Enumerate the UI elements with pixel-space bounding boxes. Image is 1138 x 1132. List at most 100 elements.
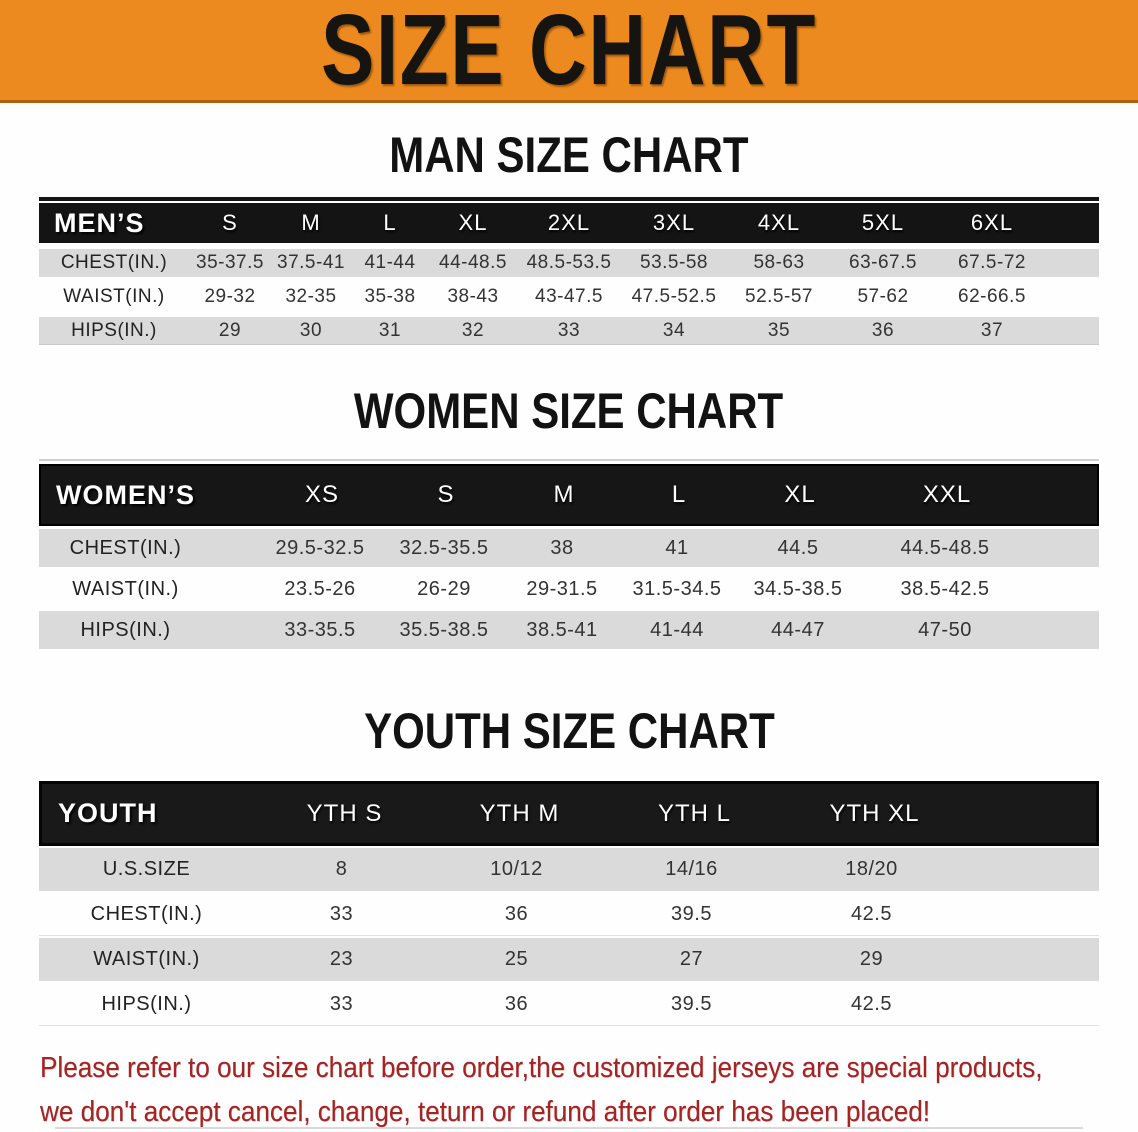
cell: 41 — [665, 536, 689, 559]
bottom-edge-line — [55, 1127, 1083, 1129]
size-col: 6XL — [970, 210, 1014, 235]
cell: 38.5-41 — [526, 618, 598, 641]
cell: 31.5-34.5 — [632, 577, 722, 600]
cell: 44.5 — [777, 536, 819, 559]
cell: 42.5 — [851, 992, 892, 1015]
cell: 23.5-26 — [284, 577, 356, 600]
youth-table-header: YOUTH YTH S YTH M YTH L YTH XL — [39, 781, 1099, 846]
row-label: CHEST(IN.) — [69, 536, 182, 559]
table-row: WAIST(IN.) 29-32 32-35 35-38 38-43 43-47… — [39, 283, 1099, 311]
cell: 62-66.5 — [958, 286, 1026, 307]
disclaimer: Please refer to our size chart before or… — [40, 1046, 1138, 1132]
cell: 35-37.5 — [196, 252, 264, 273]
cell: 29.5-32.5 — [275, 536, 365, 559]
cell: 37 — [980, 319, 1004, 341]
size-col: YTH S — [306, 799, 383, 827]
banner: SIZE CHART — [0, 0, 1138, 103]
row-label: U.S.SIZE — [102, 858, 191, 880]
size-col: 2XL — [547, 210, 591, 235]
women-size-table: WOMEN’S XS S M L XL XXL CHEST(IN.) 29.5-… — [39, 459, 1099, 649]
men-heading-text: MAN SIZE CHART — [389, 127, 749, 183]
cell: 8 — [335, 858, 348, 880]
cell: 32-35 — [285, 286, 337, 307]
table-row: HIPS(IN.) 33-35.5 35.5-38.5 38.5-41 41-4… — [39, 611, 1099, 649]
size-col: YTH L — [657, 799, 731, 827]
cell: 30 — [299, 319, 323, 341]
cell: 39.5 — [671, 902, 712, 925]
cell: 35-38 — [364, 286, 416, 307]
size-col: XL — [784, 481, 816, 508]
row-label: WAIST(IN.) — [93, 948, 200, 970]
men-header-label: MEN’S — [54, 207, 145, 238]
cell: 35 — [767, 319, 791, 341]
cell: 36 — [504, 992, 529, 1015]
cell: 31 — [378, 319, 402, 341]
cell: 34.5-38.5 — [753, 577, 843, 600]
youth-header-label: YOUTH — [58, 798, 158, 828]
cell: 43-47.5 — [535, 286, 603, 307]
size-col: XL — [458, 210, 488, 235]
table-row: WAIST(IN.) 23.5-26 26-29 29-31.5 31.5-34… — [39, 570, 1099, 608]
cell: 38 — [550, 536, 574, 559]
size-col: 4XL — [757, 210, 801, 235]
cell: 33-35.5 — [284, 618, 356, 641]
cell: 25 — [504, 948, 529, 970]
size-col: XS — [304, 481, 339, 508]
cell: 37.5-41 — [277, 252, 345, 273]
table-row: CHEST(IN.) 33 36 39.5 42.5 — [39, 893, 1099, 936]
cell: 41-44 — [364, 252, 416, 273]
cell: 34 — [662, 319, 686, 341]
table-row: CHEST(IN.) 35-37.5 37.5-41 41-44 44-48.5… — [39, 249, 1099, 277]
youth-table-frame: YOUTH YTH S YTH M YTH L YTH XL — [39, 781, 1099, 846]
cell: 48.5-53.5 — [526, 252, 612, 273]
women-header-label: WOMEN’S — [56, 479, 195, 510]
size-col: 5XL — [861, 210, 905, 235]
youth-heading-text: YOUTH SIZE CHART — [363, 703, 775, 759]
row-label: HIPS(IN.) — [71, 319, 157, 341]
size-col: S — [222, 210, 238, 235]
men-table-header: MEN’S S M L XL 2XL 3XL 4XL 5XL 6XL — [39, 203, 1099, 243]
men-size-table: MEN’S S M L XL 2XL 3XL 4XL 5XL 6XL CHEST… — [39, 197, 1099, 345]
women-heading-text: WOMEN SIZE CHART — [354, 383, 784, 439]
cell: 27 — [679, 948, 704, 970]
table-row: WAIST(IN.) 23 25 27 29 — [39, 938, 1099, 981]
cell: 41-44 — [650, 618, 704, 641]
size-col: M — [301, 210, 321, 235]
women-section-heading: WOMEN SIZE CHART — [0, 385, 1138, 437]
cell: 52.5-57 — [745, 286, 813, 307]
cell: 58-63 — [753, 252, 805, 273]
cell: 44-48.5 — [439, 252, 507, 273]
cell: 44-47 — [771, 618, 825, 641]
cell: 42.5 — [851, 902, 892, 925]
cell: 67.5-72 — [958, 252, 1026, 273]
row-label: HIPS(IN.) — [80, 618, 171, 641]
cell: 33 — [329, 902, 354, 925]
cell: 33 — [329, 992, 354, 1015]
cell: 29-31.5 — [526, 577, 598, 600]
page-title: SIZE CHART — [321, 0, 817, 106]
cell: 44.5-48.5 — [900, 536, 990, 559]
disclaimer-line-1: Please refer to our size chart before or… — [40, 1052, 1043, 1084]
row-label: CHEST(IN.) — [90, 902, 203, 925]
size-col: L — [383, 210, 397, 235]
youth-size-table: YOUTH YTH S YTH M YTH L YTH XL U.S.SIZE … — [39, 781, 1099, 1026]
cell: 57-62 — [857, 286, 909, 307]
size-col: L — [671, 481, 687, 508]
men-table-frame: MEN’S S M L XL 2XL 3XL 4XL 5XL 6XL — [39, 197, 1099, 243]
table-row: U.S.SIZE 8 10/12 14/16 18/20 — [39, 848, 1099, 891]
size-col: M — [553, 481, 575, 508]
cell: 29 — [859, 948, 884, 970]
cell: 29 — [218, 319, 242, 341]
women-table-frame: WOMEN’S XS S M L XL XXL — [39, 459, 1099, 526]
size-col: S — [437, 481, 455, 508]
disclaimer-line-2: we don't accept cancel, change, teturn o… — [40, 1096, 931, 1128]
size-col: 3XL — [652, 210, 696, 235]
cell: 29-32 — [204, 286, 256, 307]
cell: 47.5-52.5 — [631, 286, 717, 307]
cell: 39.5 — [671, 992, 712, 1015]
cell: 36 — [504, 902, 529, 925]
men-section-heading: MAN SIZE CHART — [0, 129, 1138, 181]
table-row: HIPS(IN.) 29 30 31 32 33 34 35 36 37 — [39, 317, 1099, 345]
cell: 18/20 — [845, 858, 898, 880]
